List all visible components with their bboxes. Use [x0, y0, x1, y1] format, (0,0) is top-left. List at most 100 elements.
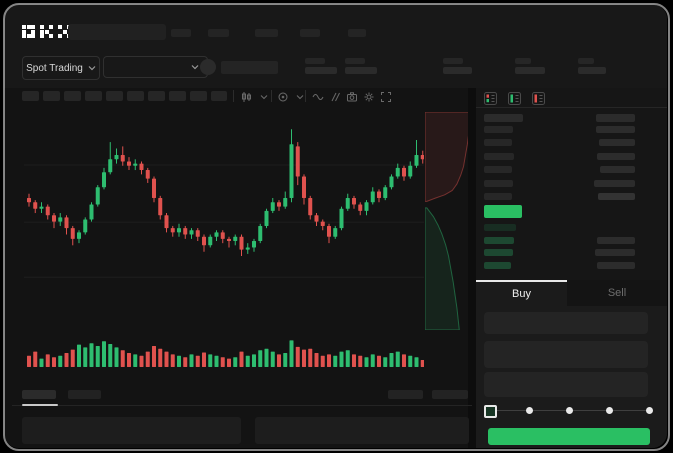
volume-bar — [383, 357, 388, 367]
search-input[interactable] — [68, 24, 166, 40]
bid-row[interactable] — [484, 236, 644, 245]
book-both-icon[interactable] — [484, 92, 497, 105]
candle-body — [33, 202, 38, 209]
bid-price-bar — [484, 249, 513, 257]
total-field[interactable] — [484, 372, 648, 397]
slider-stop[interactable] — [645, 407, 653, 414]
candle-body — [252, 241, 256, 248]
volume-bar — [408, 355, 413, 367]
candle-body — [345, 198, 350, 209]
fullscreen-icon[interactable] — [380, 90, 392, 102]
volume-bar — [245, 355, 250, 367]
candle-body — [339, 208, 344, 229]
nav-item[interactable] — [300, 29, 320, 37]
pair-selector[interactable] — [103, 56, 208, 78]
slider-stop[interactable] — [565, 407, 573, 414]
volume-bar — [77, 344, 81, 367]
ask-row[interactable] — [484, 139, 644, 147]
slider-handle[interactable] — [484, 405, 497, 418]
candle-body — [152, 178, 156, 198]
timeframe-button[interactable] — [190, 91, 207, 101]
nav-item[interactable] — [348, 29, 366, 37]
volume-bar — [127, 353, 131, 367]
indicators-icon[interactable] — [277, 90, 289, 102]
candle-body — [408, 165, 413, 177]
okx-logo[interactable] — [22, 25, 71, 38]
market-type-selector[interactable]: Spot Trading — [22, 56, 100, 80]
logo-pixel — [63, 25, 67, 29]
ask-row[interactable] — [484, 166, 644, 174]
nav-item[interactable] — [255, 29, 278, 37]
bid-price-bar — [484, 224, 516, 231]
candle-body — [183, 228, 188, 235]
timeframe-button[interactable] — [22, 91, 39, 101]
depth-area — [425, 112, 472, 202]
bottom-tab-1[interactable] — [68, 390, 101, 399]
candle-body — [289, 144, 294, 198]
timeframe-button[interactable] — [106, 91, 123, 101]
volume-bar — [208, 354, 213, 367]
nav-item[interactable] — [208, 29, 229, 37]
volume-bar — [133, 354, 138, 367]
bottom-link-0[interactable] — [388, 390, 423, 399]
logo-letter — [40, 25, 53, 38]
ask-row[interactable] — [484, 152, 644, 161]
bid-amount-bar — [597, 261, 635, 269]
compare-icon[interactable] — [329, 90, 341, 102]
buy-submit-button[interactable] — [488, 428, 650, 445]
bid-row[interactable] — [484, 224, 644, 232]
tab-buy[interactable]: Buy — [476, 280, 567, 306]
volume-bar — [320, 355, 325, 367]
logo-pixel — [45, 34, 49, 38]
volume-bar — [370, 354, 375, 367]
nav-item[interactable] — [171, 29, 191, 37]
candle-body — [264, 210, 269, 226]
timeframe-button[interactable] — [148, 91, 165, 101]
timeframe-button[interactable] — [127, 91, 144, 101]
timeframe-button[interactable] — [64, 91, 81, 101]
timeframe-button[interactable] — [85, 91, 102, 101]
ask-row[interactable] — [484, 126, 644, 134]
ask-row[interactable] — [484, 179, 644, 188]
ask-amount-bar — [600, 166, 635, 174]
candle-body — [314, 215, 319, 222]
volume-bar — [264, 348, 269, 367]
timeframe-button[interactable] — [211, 91, 227, 101]
ask-price-bar — [484, 139, 512, 147]
bottom-tab-0[interactable] — [22, 390, 56, 399]
book-bids-icon[interactable] — [508, 92, 521, 105]
volume-bar — [83, 347, 88, 367]
tab-buy-label: Buy — [512, 288, 531, 300]
volume-bar — [302, 349, 306, 367]
timeframe-button[interactable] — [43, 91, 60, 101]
logo-pixel — [26, 25, 31, 29]
settings-icon[interactable] — [363, 90, 375, 102]
book-asks-icon[interactable] — [532, 92, 545, 105]
logo-pixel — [58, 34, 62, 38]
bid-row[interactable] — [484, 249, 644, 257]
slider-stop[interactable] — [605, 407, 613, 414]
candle-body — [395, 167, 400, 177]
camera-icon[interactable] — [346, 90, 358, 102]
candle-body — [70, 228, 75, 239]
logo-pixel — [62, 29, 67, 34]
slider-stop[interactable] — [525, 407, 533, 414]
candle-body — [227, 238, 231, 241]
ask-row[interactable] — [484, 193, 644, 201]
candle-body — [220, 232, 225, 239]
chevron-down-icon — [88, 66, 96, 71]
amount-field[interactable] — [484, 341, 648, 368]
chevron-down-icon[interactable] — [294, 90, 306, 102]
wave-icon[interactable] — [312, 90, 324, 102]
timeframe-button[interactable] — [169, 91, 186, 101]
volume-bars[interactable] — [24, 337, 424, 369]
candlestick-chart[interactable] — [24, 112, 424, 330]
tab-sell[interactable]: Sell — [567, 280, 667, 306]
chevron-down-icon[interactable] — [258, 90, 270, 102]
bottom-link-1[interactable] — [432, 390, 468, 399]
candle-type-icon[interactable] — [240, 90, 252, 102]
price-field[interactable] — [484, 312, 648, 334]
logo-letter — [22, 25, 35, 38]
bid-row[interactable] — [484, 261, 644, 270]
candle-body — [245, 247, 250, 250]
